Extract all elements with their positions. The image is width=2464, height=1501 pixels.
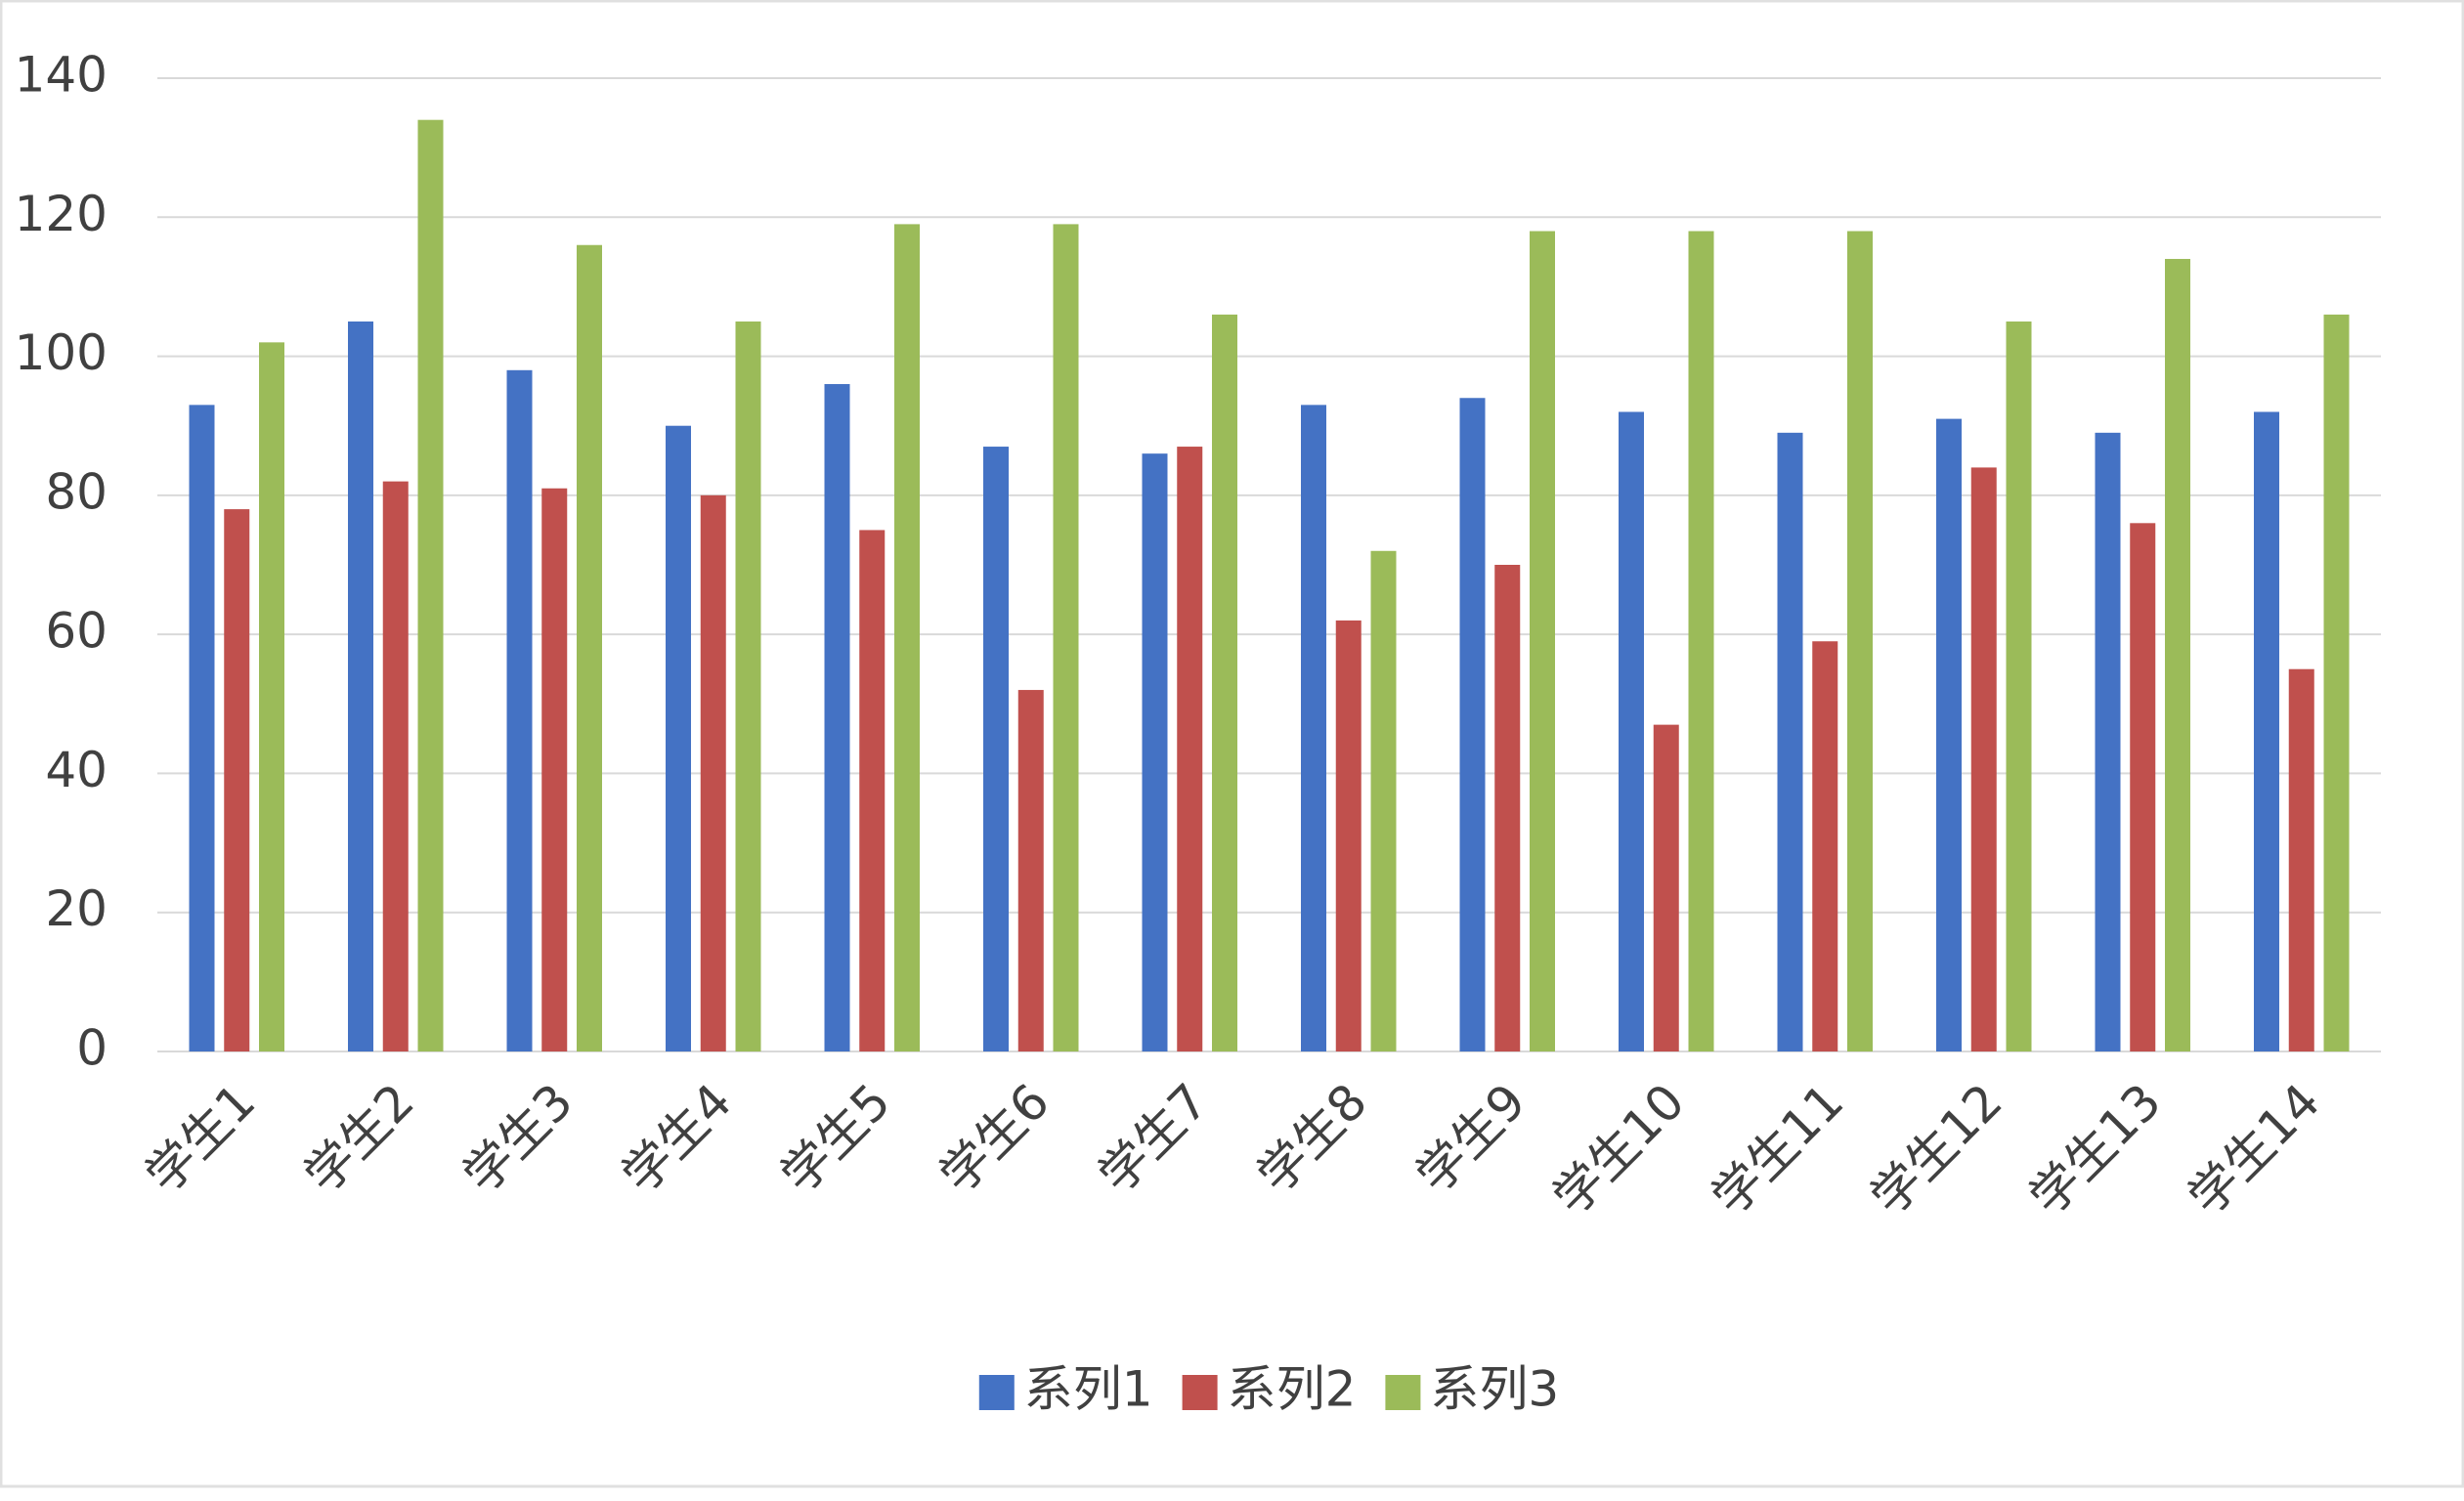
bar	[1017, 690, 1044, 1051]
bar	[1970, 467, 1997, 1051]
bar	[259, 342, 284, 1051]
legend-label: 系列3	[1430, 1361, 1559, 1418]
bar	[700, 494, 726, 1051]
bar	[348, 322, 373, 1051]
bar	[1530, 231, 1555, 1051]
legend-label: 系列1	[1024, 1361, 1153, 1418]
y-tick-label: 120	[15, 186, 108, 242]
bar	[2130, 523, 2156, 1051]
y-tick-label: 100	[15, 324, 108, 381]
bar	[1619, 411, 1644, 1051]
bar	[2165, 258, 2190, 1051]
bar	[1653, 724, 1679, 1051]
bar	[2254, 411, 2279, 1051]
bar	[983, 447, 1009, 1051]
legend-swatch	[1182, 1375, 1218, 1410]
y-tick-label: 80	[45, 463, 108, 520]
bar	[224, 509, 250, 1051]
legend-label: 系列2	[1228, 1361, 1357, 1418]
bar	[1370, 550, 1397, 1051]
bar	[824, 384, 850, 1051]
bar	[417, 119, 444, 1051]
bar	[1459, 398, 1486, 1051]
bar	[894, 224, 920, 1051]
bar	[1335, 620, 1362, 1051]
bar	[2095, 432, 2121, 1051]
bar	[666, 425, 691, 1051]
bar	[1494, 565, 1521, 1051]
bar	[1777, 432, 1803, 1051]
bar	[506, 369, 533, 1051]
y-tick-label: 40	[45, 742, 108, 798]
bar	[859, 530, 886, 1051]
bar	[735, 322, 761, 1051]
bar	[1177, 447, 1203, 1051]
bar	[541, 488, 568, 1051]
bar	[1688, 231, 1714, 1051]
bar	[1212, 314, 1237, 1051]
bar	[382, 481, 409, 1052]
bar	[1936, 418, 1962, 1052]
legend-swatch	[978, 1375, 1015, 1410]
y-tick-label: 140	[15, 47, 108, 104]
y-tick-label: 60	[45, 603, 108, 660]
bar	[189, 405, 215, 1051]
legend-swatch	[1385, 1375, 1421, 1410]
y-tick-label: 20	[45, 880, 108, 937]
bar	[577, 244, 602, 1051]
bar	[1847, 231, 1873, 1051]
bar	[2006, 322, 2032, 1051]
bar	[1812, 641, 1838, 1051]
bar	[2288, 668, 2314, 1051]
bar	[1301, 405, 1326, 1051]
bar	[1053, 224, 1079, 1051]
y-tick-label: 0	[76, 1020, 108, 1077]
bar	[1142, 453, 1168, 1052]
bar	[2323, 314, 2350, 1051]
